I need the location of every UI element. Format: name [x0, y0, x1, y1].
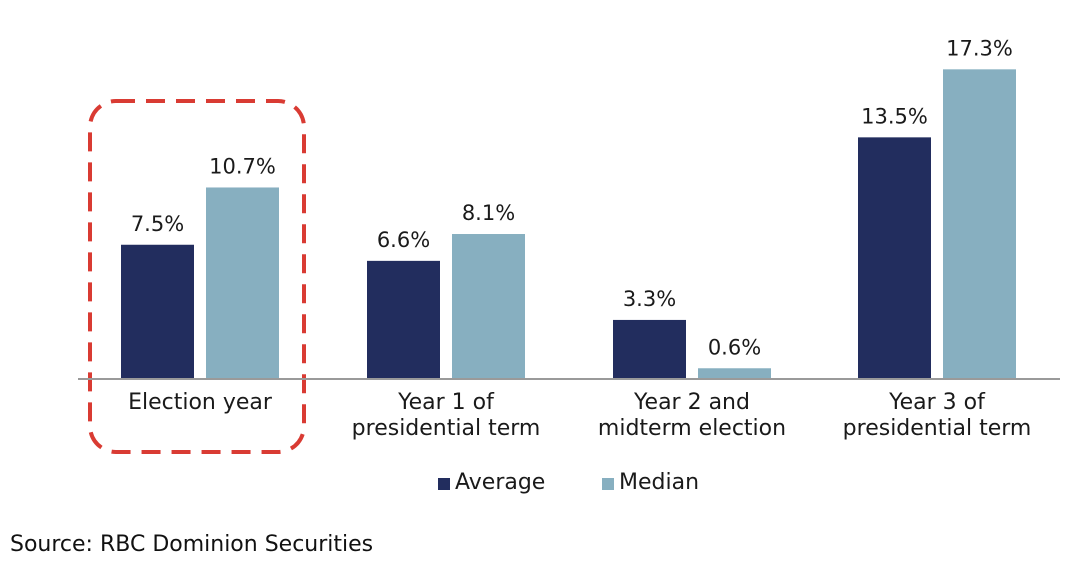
- category-label-0: Election year: [128, 390, 273, 415]
- bar-average-0: [121, 244, 194, 379]
- category-label-2: Year 2 and midterm election: [598, 390, 786, 441]
- bar-median-3: [943, 69, 1016, 379]
- bar-median-2: [698, 368, 771, 379]
- value-label-median-1: 8.1%: [462, 201, 515, 225]
- value-labels-layer: 7.5% 6.6% 3.3% 13.5% 10.7% 8.1% 0.6% 17.3%: [131, 36, 1013, 359]
- bar-average-2: [613, 319, 686, 379]
- value-label-average-2: 3.3%: [623, 287, 676, 311]
- bar-average-3: [858, 137, 931, 379]
- legend-swatch-average: [438, 478, 450, 490]
- value-label-median-0: 10.7%: [209, 154, 276, 178]
- value-label-average-3: 13.5%: [861, 104, 928, 128]
- bar-median-0: [206, 187, 279, 379]
- value-label-average-0: 7.5%: [131, 212, 184, 236]
- legend-label-average: Average: [455, 470, 545, 495]
- value-label-median-2: 0.6%: [708, 335, 761, 359]
- bars-layer: [121, 69, 1016, 379]
- category-label-3: Year 3 of presidential term: [843, 390, 1032, 441]
- value-label-median-3: 17.3%: [946, 36, 1013, 60]
- bar-average-1: [367, 260, 440, 379]
- legend: Average Median: [438, 470, 699, 495]
- legend-swatch-median: [602, 478, 614, 490]
- category-label-1: Year 1 of presidential term: [352, 390, 541, 441]
- source-note: Source: RBC Dominion Securities: [10, 532, 374, 557]
- bar-median-1: [452, 234, 525, 379]
- value-label-average-1: 6.6%: [377, 228, 430, 252]
- category-labels-layer: Election year Year 1 of presidential term Y…: [128, 390, 1031, 441]
- legend-label-median: Median: [619, 470, 699, 495]
